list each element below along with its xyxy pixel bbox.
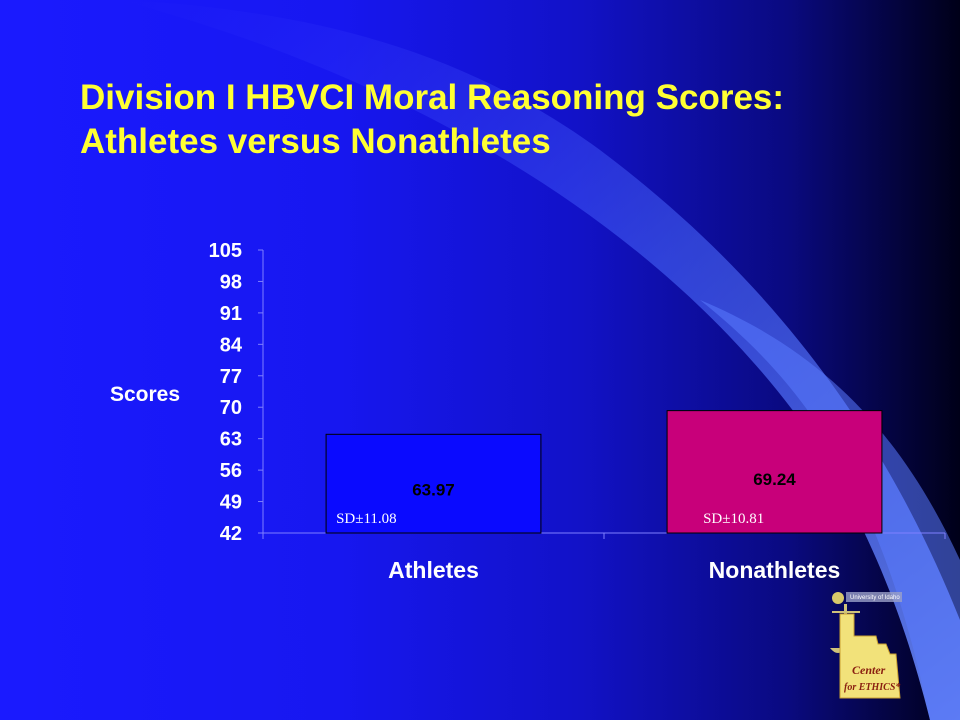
title-line-1: Division I HBVCI Moral Reasoning Scores: [80, 78, 785, 117]
slide-title: Division I HBVCI Moral Reasoning Scores:… [80, 76, 940, 164]
y-tick-label: 49 [220, 492, 242, 514]
y-tick-label: 91 [220, 303, 242, 325]
y-tick-label: 98 [220, 271, 242, 293]
bar-value-label: 69.24 [753, 470, 796, 489]
logo-line-1: Center [852, 663, 886, 677]
y-tick-label: 63 [220, 429, 242, 451]
bar [666, 410, 883, 534]
y-tick-label: 56 [220, 460, 242, 482]
y-tick-label: 105 [209, 240, 242, 262]
sd-label: SD±11.08 [336, 511, 397, 527]
bar-value-label: 63.97 [412, 481, 455, 500]
x-category-label: Athletes [388, 557, 479, 583]
y-tick-label: 84 [220, 334, 243, 356]
logo-top-text: University of Idaho [850, 595, 900, 601]
y-tick-label: 42 [220, 523, 242, 545]
y-axis-label: Scores [110, 383, 181, 406]
sd-label: SD±10.81 [703, 511, 764, 527]
title-line-2: Athletes versus Nonathletes [80, 122, 551, 161]
logo-line-2: for ETHICS* [844, 682, 901, 693]
bar [325, 433, 542, 534]
x-category-label: Nonathletes [709, 557, 841, 583]
y-tick-label: 70 [220, 397, 242, 419]
y-tick-label: 77 [220, 366, 242, 388]
center-for-ethics-logo: University of Idaho Center for ETHICS* [830, 592, 902, 699]
